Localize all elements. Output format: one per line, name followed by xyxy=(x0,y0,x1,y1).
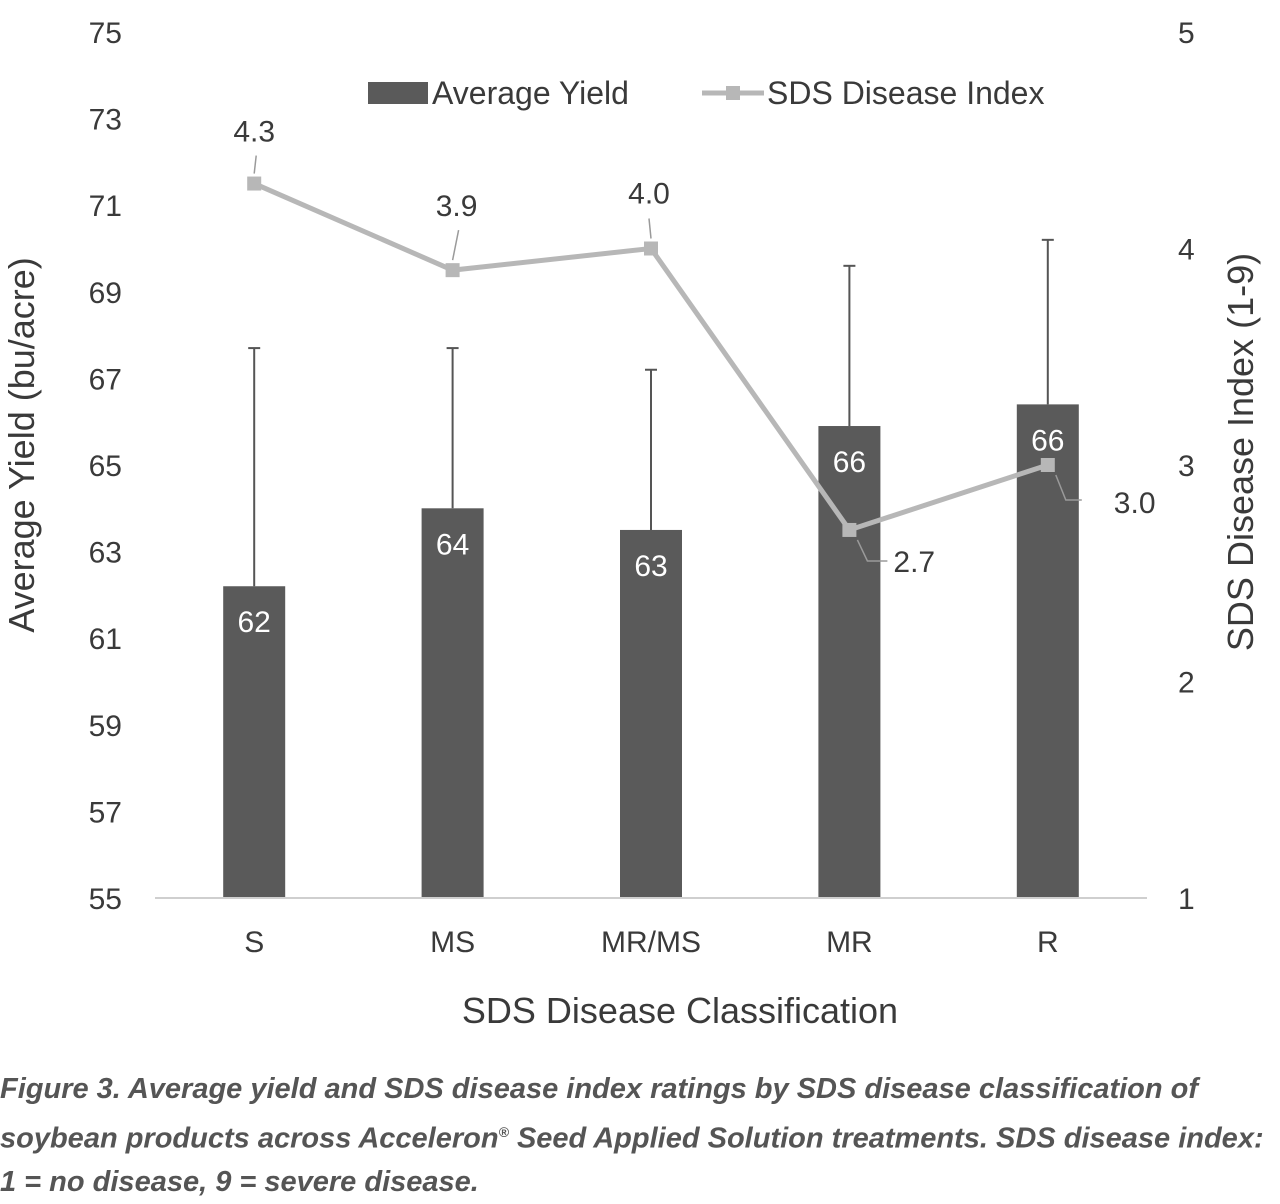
right-tick-label: 1 xyxy=(1178,883,1195,916)
sds-index-label: 3.0 xyxy=(1114,487,1156,520)
left-tick-label: 55 xyxy=(89,883,122,916)
legend-label-average-yield: Average Yield xyxy=(432,75,629,111)
x-axis-ticks: S MS MR/MS MR R xyxy=(244,926,1058,959)
yield-bar xyxy=(223,586,286,898)
sds-index-label: 4.3 xyxy=(233,116,275,149)
x-tick-label: R xyxy=(1037,926,1059,959)
left-tick-label: 65 xyxy=(89,450,122,483)
left-tick-label: 71 xyxy=(89,190,122,223)
left-axis-title: Average Yield (bu/acre) xyxy=(1,257,42,633)
x-tick-label: MS xyxy=(430,926,475,959)
registered-mark: ® xyxy=(498,1124,509,1140)
left-tick-label: 69 xyxy=(89,277,122,310)
sds-index-label: 4.0 xyxy=(628,178,670,211)
x-axis-title: SDS Disease Classification xyxy=(462,990,898,1031)
x-tick-label: MR/MS xyxy=(601,926,701,959)
sds-index-marker xyxy=(1040,458,1055,472)
right-tick-label: 3 xyxy=(1178,450,1195,483)
yield-bar-label: 63 xyxy=(634,550,667,583)
left-tick-label: 61 xyxy=(89,623,122,656)
yield-bar-label: 64 xyxy=(436,528,469,561)
legend-marker-swatch xyxy=(726,86,740,100)
yield-bar xyxy=(1016,404,1079,898)
left-tick-label: 73 xyxy=(89,104,122,137)
figure-caption: Figure 3. Average yield and SDS disease … xyxy=(0,1068,1275,1204)
sds-index-marker xyxy=(445,263,460,278)
sds-index-marker xyxy=(644,241,658,256)
x-tick-label: MR xyxy=(826,926,873,959)
sds-index-marker xyxy=(842,522,857,537)
yield-bar-label: 66 xyxy=(1031,424,1064,457)
left-axis-ticks: 55 57 59 61 63 65 67 69 71 73 75 xyxy=(89,17,122,916)
sds-index-marker xyxy=(247,176,262,191)
data-label-leader xyxy=(648,218,652,239)
right-tick-label: 2 xyxy=(1178,667,1195,700)
yield-bar xyxy=(421,508,484,898)
yield-bar xyxy=(620,529,682,898)
data-label-leader xyxy=(1055,474,1082,501)
yield-bar-label: 62 xyxy=(238,606,271,639)
x-tick-label: S xyxy=(244,926,264,959)
sds-index-label: 2.7 xyxy=(893,546,935,579)
left-tick-label: 75 xyxy=(89,17,122,50)
right-tick-label: 4 xyxy=(1178,234,1195,267)
left-tick-label: 67 xyxy=(89,363,122,396)
yield-bar-label: 66 xyxy=(833,446,866,479)
right-axis-ticks: 1 2 3 4 5 xyxy=(1178,17,1195,916)
yield-error-bars xyxy=(248,238,1054,587)
sds-index-line: 4.3 3.9 4.0 2.7 3.0 xyxy=(233,116,1155,579)
legend-label-sds-index: SDS Disease Index xyxy=(767,75,1044,111)
data-label-leader xyxy=(253,155,257,174)
left-tick-label: 63 xyxy=(89,537,122,570)
data-label-leader xyxy=(451,230,460,261)
legend-bar-swatch xyxy=(368,82,428,104)
left-tick-label: 57 xyxy=(89,796,122,829)
legend: Average Yield SDS Disease Index xyxy=(368,75,1044,111)
caption-text-2: Seed Applied Solution treatments. SDS di… xyxy=(0,1122,1264,1198)
right-axis-title: SDS Disease Index (1-9) xyxy=(1220,253,1261,651)
data-label-leader xyxy=(856,539,888,562)
left-tick-label: 59 xyxy=(89,710,122,743)
caption-text-1: Figure 3. Average yield and SDS disease … xyxy=(0,1073,1199,1155)
sds-index-label: 3.9 xyxy=(436,190,478,223)
right-tick-label: 5 xyxy=(1178,17,1195,50)
